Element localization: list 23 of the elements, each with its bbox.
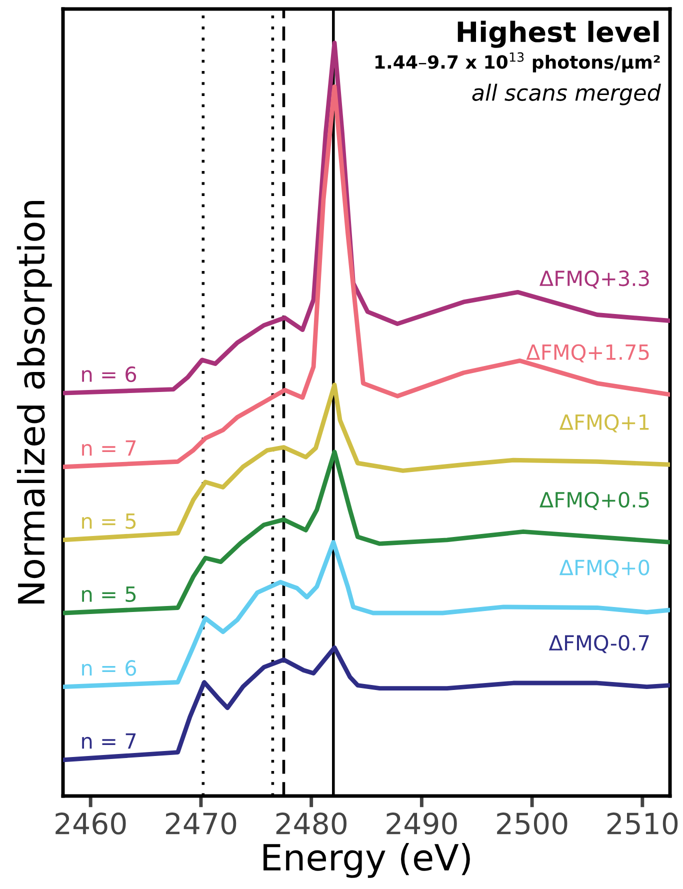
annotation: n = 6 [82,660,136,676]
x-tick-label: 2480 [276,812,346,835]
x-tick-label: 2490 [386,812,457,835]
annotation: n = 5 [82,513,136,529]
y-axis-title: Normalized absorption [16,200,52,604]
x-axis-title: Energy (eV) [264,843,470,878]
x-tick-label: 2470 [166,812,236,835]
series-label: ΔFMQ+3.3 [540,270,649,289]
annotation: n = 5 [82,586,136,602]
series-label: ΔFMQ+1 [559,414,649,432]
annotation: n = 7 [82,440,136,456]
annotation: Highest level [458,20,659,48]
x-tick-label: 2500 [497,812,568,835]
x-tick-label: 2460 [56,812,126,835]
annotation: 1.44–9.7 x 10$^{13}$ photons/μm² [375,52,660,72]
annotation: n = 6 [82,366,136,382]
series-label: ΔFMQ+0 [559,560,650,578]
annotation: n = 7 [82,733,136,749]
series-label: ΔFMQ+0.5 [540,492,649,510]
series-label: ΔFMQ-0.7 [548,634,649,654]
series-label: ΔFMQ+1.75 [526,344,649,362]
annotation: all scans merged [472,84,661,106]
x-tick-label: 2510 [607,812,678,835]
